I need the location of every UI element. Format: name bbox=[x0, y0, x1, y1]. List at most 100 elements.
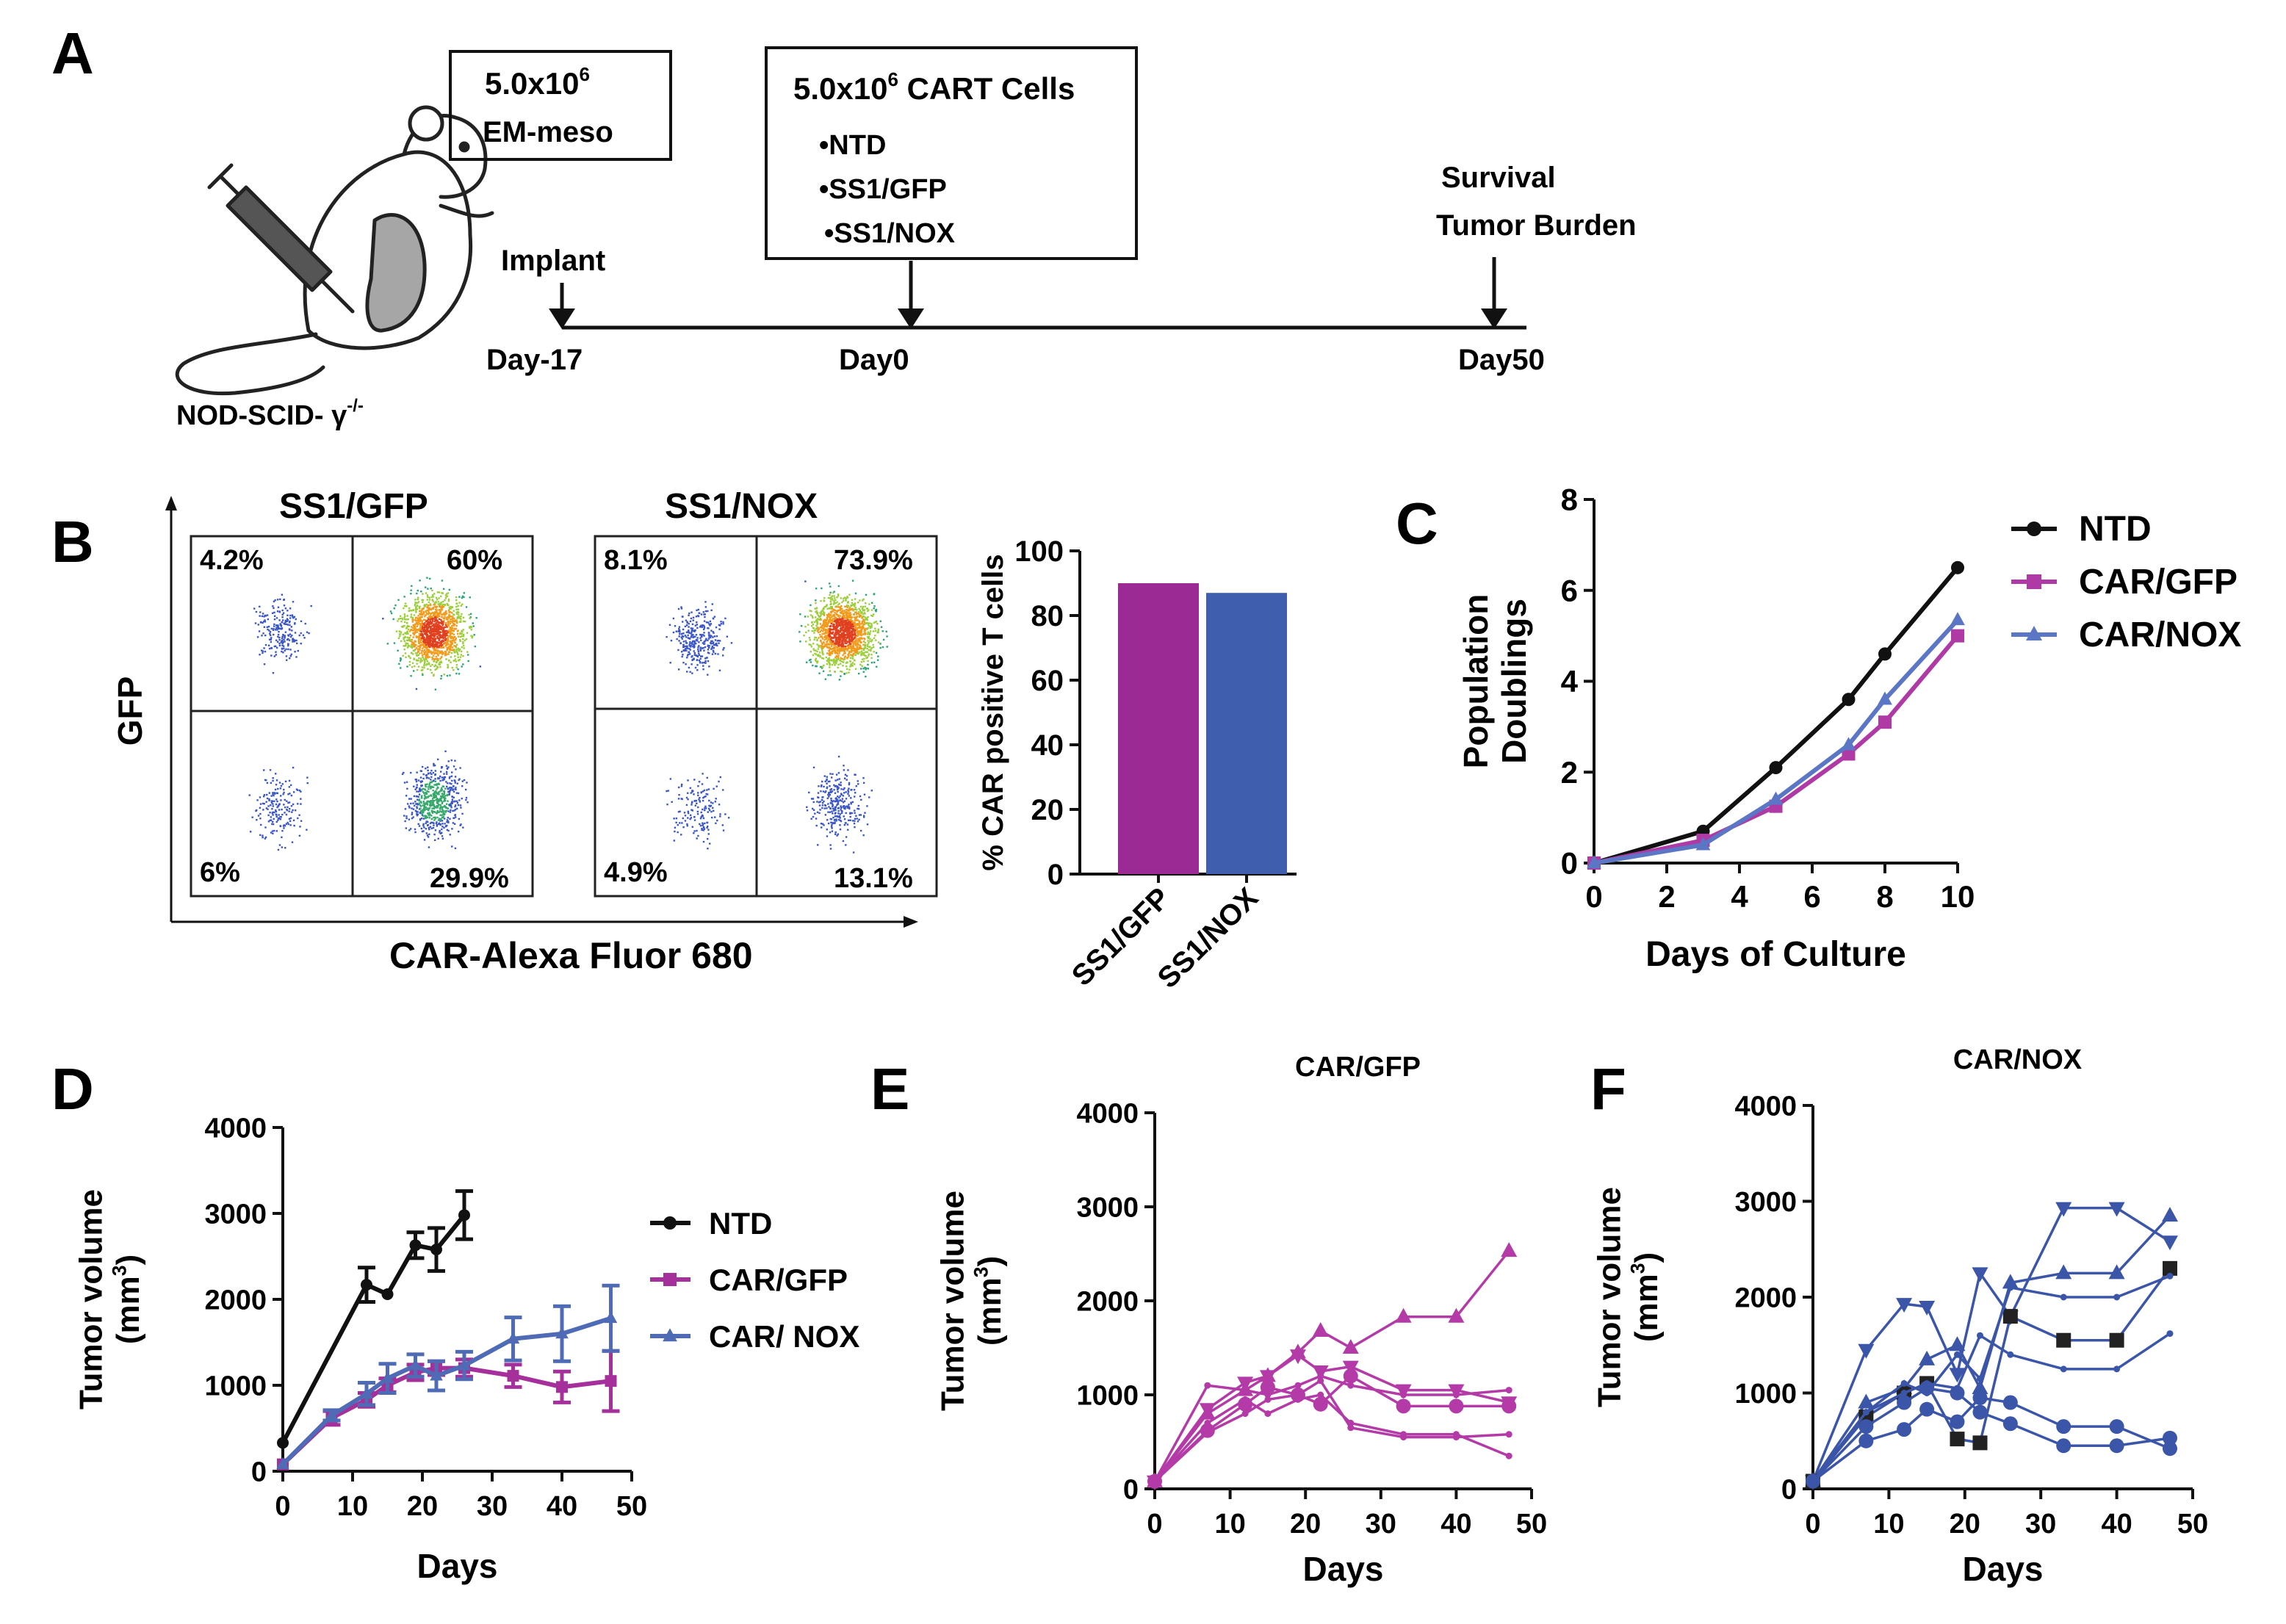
flow-event-dot bbox=[821, 650, 823, 653]
flow-event-dot bbox=[848, 621, 851, 623]
flow-event-dot bbox=[707, 788, 710, 790]
flow-event-dot bbox=[413, 795, 416, 798]
flow-event-dot bbox=[820, 826, 823, 829]
flow-event-dot bbox=[825, 790, 827, 793]
flow-event-dot bbox=[826, 614, 829, 616]
flow-event-dot bbox=[844, 627, 847, 629]
flow-event-dot bbox=[432, 786, 435, 788]
flow-event-dot bbox=[693, 819, 696, 821]
flow-event-dot bbox=[823, 775, 826, 777]
flow-event-dot bbox=[267, 628, 269, 631]
flow-event-dot bbox=[436, 610, 438, 613]
flow-event-dot bbox=[437, 782, 440, 784]
flow-event-dot bbox=[461, 812, 464, 815]
flow-event-dot bbox=[459, 824, 461, 826]
flow-event-dot bbox=[687, 817, 689, 819]
flow-event-dot bbox=[417, 589, 419, 592]
implant-arrow-head bbox=[549, 308, 575, 329]
flow-event-dot bbox=[281, 621, 284, 624]
flow-event-dot bbox=[835, 662, 837, 664]
flow-event-dot bbox=[287, 793, 289, 795]
flow-event-dot bbox=[841, 601, 843, 604]
flow-event-dot bbox=[812, 616, 814, 619]
flow-event-dot bbox=[825, 629, 828, 631]
flow-event-dot bbox=[436, 632, 439, 635]
flow-event-dot bbox=[826, 640, 828, 643]
flow-event-dot bbox=[278, 636, 281, 639]
flow-event-dot bbox=[439, 831, 441, 834]
flow-event-dot bbox=[707, 833, 710, 835]
flow-event-dot bbox=[442, 815, 445, 818]
flow-event-dot bbox=[851, 621, 854, 624]
flow-event-dot bbox=[704, 660, 707, 663]
flow-event-dot bbox=[862, 643, 865, 646]
flow-event-dot bbox=[408, 610, 411, 612]
flow-event-dot bbox=[428, 663, 430, 665]
flow-event-dot bbox=[443, 812, 446, 815]
flow-event-dot bbox=[433, 620, 436, 623]
flow-event-dot bbox=[292, 638, 295, 641]
flow-event-dot bbox=[836, 601, 838, 603]
flow-event-dot bbox=[708, 665, 710, 668]
flow-event-dot bbox=[272, 805, 274, 807]
flow-event-dot bbox=[263, 626, 266, 628]
flow-event-dot bbox=[707, 649, 710, 651]
flow-event-dot bbox=[823, 607, 825, 610]
flow-event-dot bbox=[682, 640, 685, 643]
flow-event-dot bbox=[399, 660, 402, 662]
flow-event-dot bbox=[415, 803, 417, 805]
flow-event-dot bbox=[835, 636, 837, 639]
flow-event-dot bbox=[851, 654, 853, 657]
flow-event-dot bbox=[422, 601, 424, 604]
flow-event-dot bbox=[441, 607, 443, 609]
flow-event-dot bbox=[827, 627, 829, 630]
unit-text: (mm bbox=[110, 1276, 146, 1344]
scatter-cloud bbox=[666, 580, 888, 853]
flow-event-dot bbox=[461, 665, 463, 668]
flow-event-dot bbox=[850, 665, 852, 667]
flow-event-dot bbox=[267, 644, 270, 647]
flow-event-dot bbox=[687, 810, 689, 813]
x-tick-label: 0 bbox=[275, 1491, 290, 1522]
flow-event-dot bbox=[469, 596, 471, 599]
flow-event-dot bbox=[709, 624, 711, 627]
flow-event-dot bbox=[841, 634, 843, 636]
flow-event-dot bbox=[433, 602, 436, 605]
flow-event-dot bbox=[441, 788, 443, 791]
flow-event-dot bbox=[409, 639, 411, 641]
flow-event-dot bbox=[459, 632, 461, 634]
y-axis-label: % CAR positive T cells bbox=[977, 554, 1009, 870]
flow-event-dot bbox=[818, 637, 820, 639]
flow-event-dot bbox=[699, 646, 702, 649]
flow-event-dot bbox=[837, 645, 840, 647]
flow-event-dot bbox=[833, 784, 835, 787]
flow-event-dot bbox=[863, 632, 865, 635]
flow-event-dot bbox=[730, 642, 733, 644]
cell-dose-sup: 6 bbox=[579, 63, 589, 85]
flow-event-dot bbox=[274, 773, 277, 775]
flow-event-dot bbox=[288, 639, 291, 641]
flow-event-dot bbox=[857, 616, 859, 618]
flow-event-dot bbox=[435, 799, 437, 801]
flow-event-dot bbox=[840, 660, 842, 662]
flow-event-dot bbox=[829, 670, 832, 672]
flow-event-dot bbox=[848, 640, 851, 642]
flow-event-dot bbox=[672, 631, 675, 634]
flow-event-dot bbox=[845, 665, 848, 668]
flow-event-dot bbox=[854, 792, 857, 794]
flow-event-dot bbox=[450, 759, 452, 762]
flow-event-dot bbox=[844, 652, 846, 654]
panel-letter-b: B bbox=[51, 509, 94, 574]
flow-event-dot bbox=[870, 609, 873, 611]
flow-event-dot bbox=[826, 819, 829, 821]
flow-event-dot bbox=[436, 643, 439, 646]
flow-event-dot bbox=[843, 599, 845, 602]
flow-event-dot bbox=[862, 668, 865, 670]
flow-event-dot bbox=[433, 824, 435, 826]
flow-event-dot bbox=[845, 628, 848, 631]
flow-event-dot bbox=[259, 812, 262, 815]
flow-event-dot bbox=[812, 623, 815, 626]
flow-event-dot bbox=[829, 639, 831, 641]
flow-event-dot bbox=[405, 605, 408, 607]
flow-event-dot bbox=[697, 649, 699, 651]
